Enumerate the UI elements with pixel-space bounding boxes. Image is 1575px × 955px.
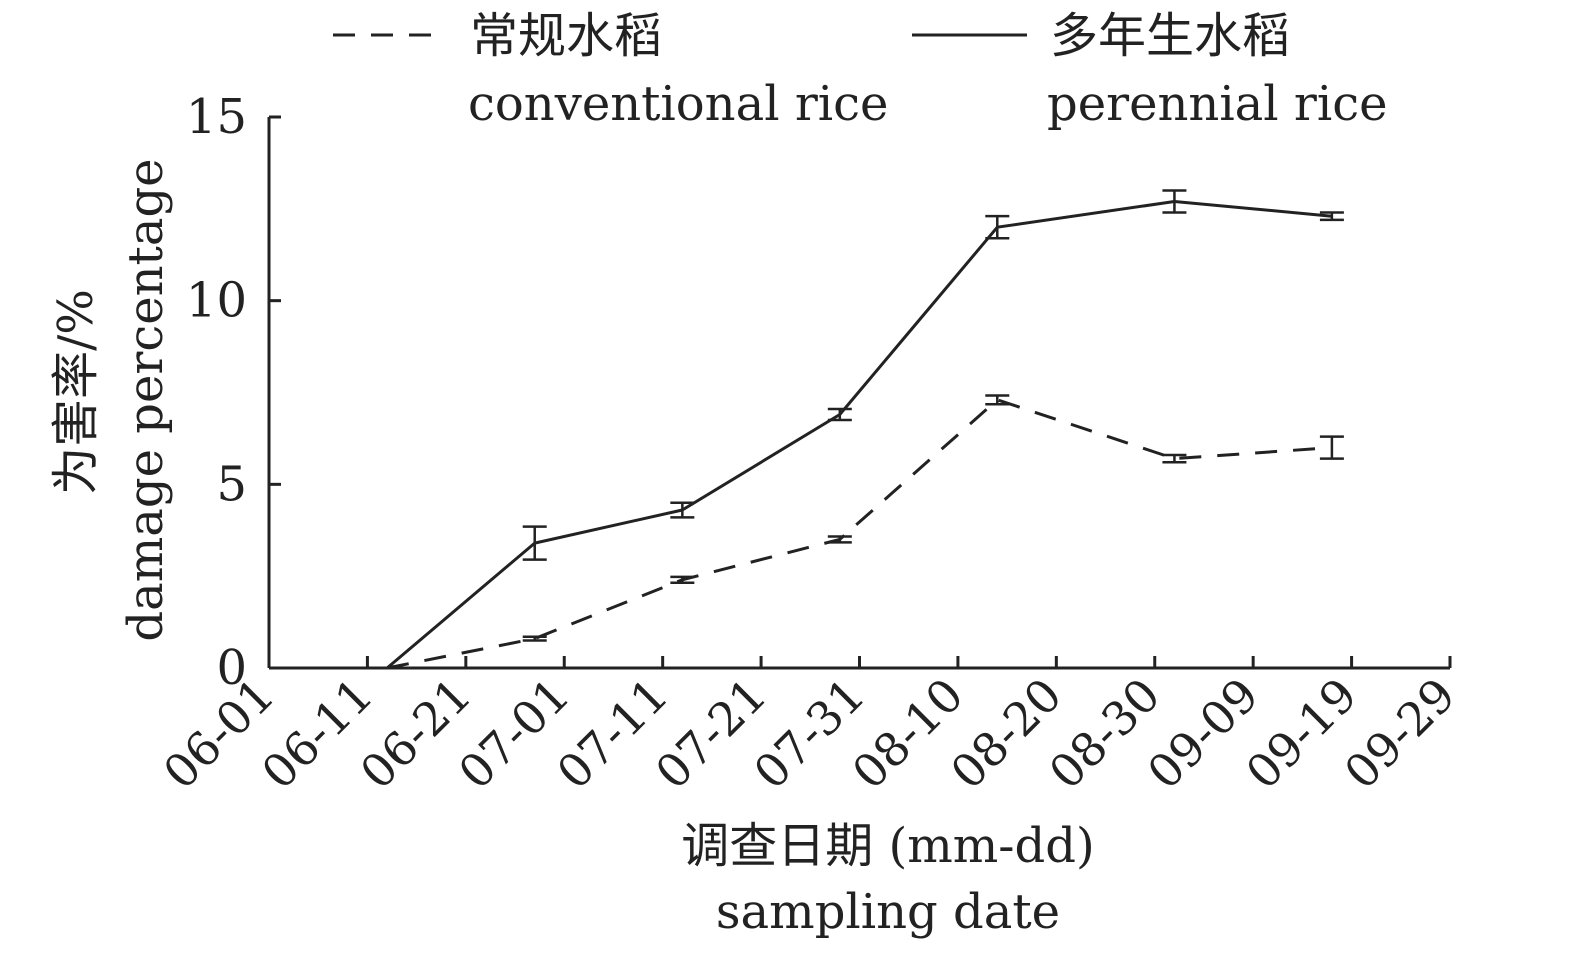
error-bar (1319, 211, 1344, 222)
y-axis-title-en: damage percentage (118, 158, 174, 641)
error-bar (522, 635, 547, 642)
error-bar (1162, 453, 1187, 464)
x-axis-title-en: sampling date (716, 884, 1060, 940)
error-bar (985, 394, 1010, 406)
legend-conventional-en: conventional rice (468, 76, 888, 132)
x-axis-title: 调查日期 (mm-dd) sampling date (681, 818, 1094, 940)
legend: 常规水稻 conventional rice 多年生水稻 perennial r… (333, 8, 1387, 132)
x-tick-label: 09-29 (1334, 668, 1466, 800)
x-tick-label: 06-21 (350, 668, 482, 800)
x-tick-label: 09-19 (1235, 668, 1367, 800)
x-tick-label: 08-20 (940, 668, 1072, 800)
series-conventional (386, 394, 1344, 670)
series-layer (386, 189, 1344, 670)
x-tick-label: 07-31 (743, 668, 875, 800)
series-perennial (386, 189, 1344, 670)
x-axis-title-zh: 调查日期 (mm-dd) (681, 818, 1094, 874)
legend-conventional-zh: 常规水稻 (470, 8, 662, 64)
legend-perennial-zh: 多年生水稻 (1050, 8, 1290, 64)
error-bar (985, 214, 1010, 240)
y-tick-label: 5 (216, 456, 247, 512)
error-bar (1162, 189, 1187, 214)
x-tick-label: 09-09 (1137, 668, 1269, 800)
error-bar (827, 407, 852, 422)
x-tick-label: 06-11 (251, 668, 383, 800)
series-line (386, 200, 1333, 670)
x-tick-label: 08-30 (1039, 668, 1171, 800)
y-tick-label: 0 (216, 640, 247, 696)
series-line (386, 398, 1333, 670)
error-bar (670, 501, 695, 519)
legend-perennial-en: perennial rice (1047, 76, 1387, 132)
error-bar (1319, 435, 1344, 460)
x-tick-label: 08-10 (842, 668, 974, 800)
y-axis-title-zh: 为害率/% (48, 289, 104, 495)
y-ticks: 0 5 10 15 (186, 89, 281, 696)
y-axis-title: 为害率/% damage percentage (48, 158, 174, 641)
x-tick-label: 07-21 (645, 668, 777, 800)
error-bar (670, 575, 695, 585)
x-tick-label: 07-11 (546, 668, 678, 800)
error-bar (522, 525, 547, 561)
x-ticks: 06-0106-1106-2107-0107-1107-2107-3108-10… (153, 656, 1466, 800)
y-tick-label: 10 (186, 273, 247, 329)
y-tick-label: 15 (186, 89, 247, 145)
x-tick-label: 07-01 (448, 668, 580, 800)
error-bar (827, 535, 852, 544)
